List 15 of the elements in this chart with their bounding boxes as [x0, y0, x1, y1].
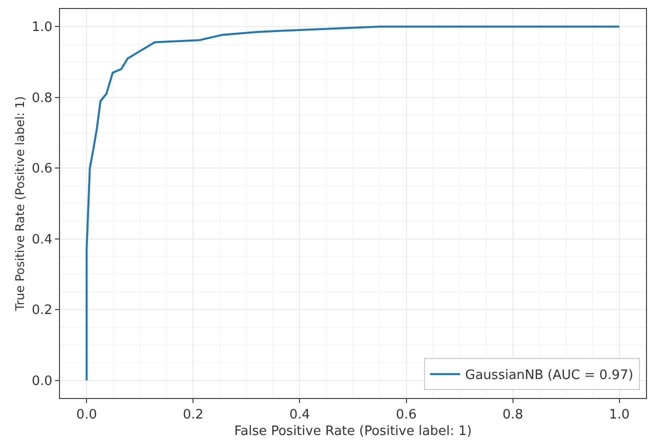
y-tick-label: 1.0 [32, 20, 52, 36]
y-tick-label: 0.2 [32, 303, 52, 318]
x-tick-label: 0.8 [502, 408, 524, 423]
x-tick-label: 0.0 [76, 408, 97, 423]
y-tick-label: 0.4 [32, 232, 52, 248]
y-axis-title: True Positive Rate (Positive label: 1) [13, 96, 28, 312]
y-tick-label: 0.0 [32, 374, 52, 389]
legend-label: GaussianNB (AUC = 0.97) [465, 368, 634, 384]
x-tick-label: 0.4 [289, 408, 310, 423]
x-tick-label: 0.2 [182, 408, 204, 423]
y-tick-label: 0.8 [32, 90, 52, 106]
x-tick-label: 0.6 [396, 408, 417, 423]
x-axis-title: False Positive Rate (Positive label: 1) [234, 424, 472, 440]
x-tick-label: 1.0 [609, 408, 630, 423]
y-tick-label: 0.6 [32, 162, 52, 177]
